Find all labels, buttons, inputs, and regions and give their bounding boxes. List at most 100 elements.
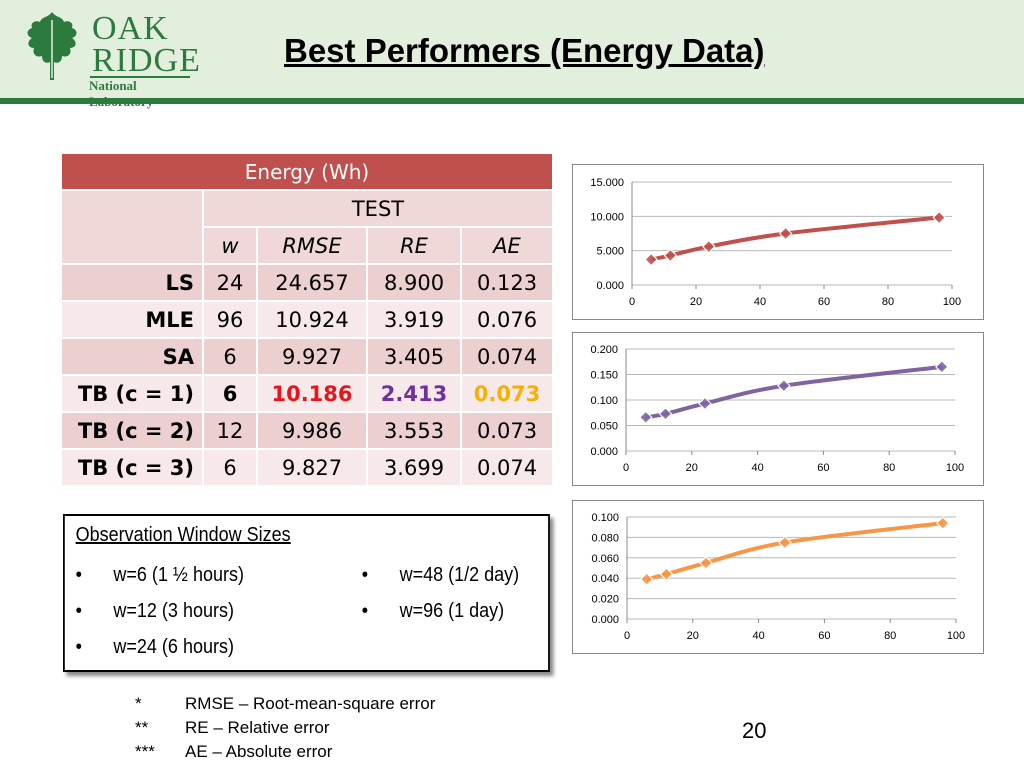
table-row: TB (c = 3) 6 9.827 3.699 0.074	[60, 448, 554, 487]
data-point	[698, 396, 712, 411]
re-chart: 0.000 0.050 0.100 0.150 0.200 0 20 40 60 80 100	[572, 332, 984, 486]
footnote-mark: **	[135, 718, 149, 737]
column-header: w	[202, 226, 258, 265]
data-point	[778, 535, 792, 550]
observation-item: w=96 (1 day)	[399, 600, 505, 622]
y-tick-label: 0.060	[591, 553, 619, 565]
x-tick-label: 80	[884, 630, 896, 642]
footnote-text: RE – Relative error	[185, 718, 330, 737]
x-tick-label: 20	[690, 296, 702, 308]
table-row: TB (c = 2) 12 9.986 3.553 0.073	[60, 411, 554, 450]
x-tick-label: 60	[818, 630, 830, 642]
bullet-marker: •	[75, 600, 82, 622]
cell-rmse: 9.986	[256, 411, 368, 450]
x-tick-label: 60	[818, 296, 830, 308]
row-label: TB (c = 1)	[60, 374, 204, 413]
row-label: MLE	[60, 300, 204, 339]
y-tick-label: 15.000	[590, 177, 624, 189]
logo-text-oak: OAK	[92, 10, 169, 47]
logo-rule	[90, 76, 190, 78]
series-line	[650, 215, 940, 262]
rmse-chart-svg: 0.000 5.000 10.000 15.000 0 20 40 60 80 100	[590, 177, 961, 308]
table-column-headers: w RMSE RE AE	[61, 226, 554, 265]
x-tick-label: 0	[623, 462, 629, 474]
footnote-mark: *	[135, 694, 142, 713]
cell-rmse: 24.657	[256, 263, 368, 302]
y-tick-label: 0.150	[590, 370, 618, 382]
y-tick-label: 0.100	[590, 395, 618, 407]
y-tick-label: 0.040	[591, 573, 619, 585]
table-group-row: TEST	[60, 189, 554, 265]
column-header: RMSE	[256, 226, 368, 265]
data-point	[778, 226, 793, 241]
oak-leaf-icon	[27, 12, 77, 80]
cell-re: 3.405	[366, 337, 462, 376]
data-point	[639, 572, 654, 587]
cell-w: 6	[202, 448, 258, 487]
y-tick-label: 0.200	[590, 344, 618, 356]
x-tick-label: 20	[686, 462, 698, 474]
data-point	[659, 567, 674, 581]
footnote-mark: ***	[135, 742, 155, 761]
table-row: TB (c = 1) 6 10.186 2.413 0.073	[60, 374, 554, 413]
footnote-text: AE – Absolute error	[185, 742, 333, 761]
cell-ae: 0.123	[460, 263, 554, 302]
y-tick-label: 0.000	[596, 280, 624, 292]
observation-item: w=6 (1 ½ hours)	[113, 564, 244, 586]
cell-rmse: 9.827	[256, 448, 368, 487]
logo-text-lab: National Laboratory	[89, 78, 154, 109]
x-tick-label: 80	[882, 296, 894, 308]
page-number: 20	[742, 718, 767, 743]
y-tick-label: 0.050	[590, 421, 618, 433]
data-point	[699, 556, 713, 570]
table-caption: Energy (Wh)	[60, 152, 554, 191]
logo-text-ridge: RIDGE	[92, 42, 201, 79]
y-tick-label: 10.000	[590, 211, 624, 223]
y-tick-label: 0.000	[591, 614, 619, 626]
data-point	[777, 378, 791, 393]
cell-w: 24	[202, 263, 258, 302]
ae-chart: 0.000 0.020 0.040 0.060 0.080 0.100 0 20 40 60 80 1…	[572, 500, 984, 654]
data-point	[644, 252, 659, 267]
series-line	[646, 521, 944, 582]
table-corner-cell	[60, 189, 204, 265]
ornl-logo: OAK RIDGE National Laboratory	[22, 6, 200, 109]
energy-results-table: Energy (Wh) TEST w RMSE RE AE LS 24 24.6…	[60, 152, 554, 487]
data-point	[701, 239, 716, 254]
observation-item: w=48 (1/2 day)	[399, 564, 520, 586]
cell-re: 8.900	[366, 263, 462, 302]
cell-rmse: 9.927	[256, 337, 368, 376]
rmse-chart: 0.000 5.000 10.000 15.000 0 20 40 60 80 100	[572, 164, 984, 320]
cell-w: 96	[202, 300, 258, 339]
cell-w: 6	[202, 337, 258, 376]
bullet-marker: •	[361, 564, 369, 586]
cell-ae: 0.074	[460, 337, 554, 376]
row-label: TB (c = 2)	[60, 411, 204, 450]
x-tick-label: 100	[947, 630, 965, 642]
data-point	[658, 406, 673, 421]
y-tick-label: 5.000	[596, 246, 624, 258]
observation-window-box: Observation Window Sizes • w=6 (1 ½ hour…	[63, 514, 550, 672]
observation-item: w=12 (3 hours)	[113, 600, 234, 622]
data-point	[638, 410, 653, 425]
column-header: AE	[460, 226, 554, 265]
table-row: MLE 96 10.924 3.919 0.076	[60, 300, 554, 339]
cell-rmse: 10.924	[256, 300, 368, 339]
slide-header	[0, 0, 1024, 100]
bullet-marker: •	[75, 564, 82, 586]
x-tick-label: 0	[629, 296, 635, 308]
data-point	[932, 210, 947, 225]
cell-re: 3.919	[366, 300, 462, 339]
y-tick-label: 0.080	[591, 532, 619, 544]
table-row: LS 24 24.657 8.900 0.123	[60, 263, 554, 302]
row-label: SA	[60, 337, 204, 376]
cell-re: 3.553	[366, 411, 462, 450]
y-tick-label: 0.000	[590, 446, 618, 458]
y-tick-label: 0.100	[591, 512, 619, 524]
bullet-marker: •	[75, 636, 82, 658]
table-caption-row: Energy (Wh)	[60, 152, 554, 191]
cell-ae: 0.073	[460, 411, 554, 450]
observation-title: Observation Window Sizes	[75, 524, 291, 546]
x-tick-label: 60	[817, 462, 829, 474]
x-tick-label: 40	[754, 296, 766, 308]
